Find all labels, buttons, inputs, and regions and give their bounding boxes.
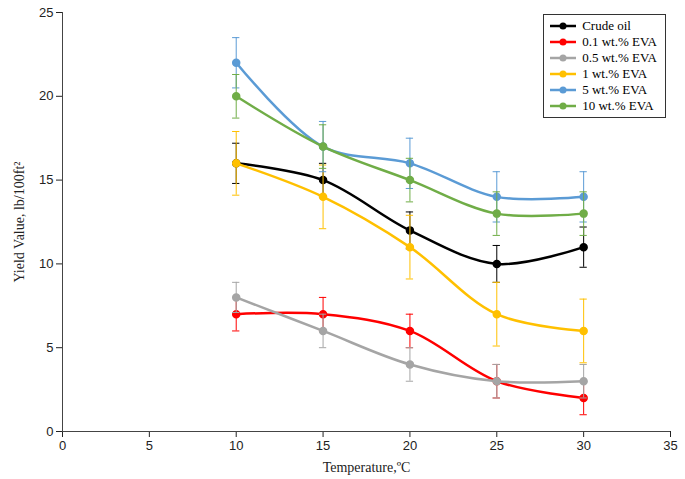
- svg-text:20: 20: [403, 438, 417, 453]
- html-text:5 wt.% EVA: 5 wt.% EVA: [582, 82, 648, 97]
- svg-text:10: 10: [39, 256, 53, 271]
- svg-text:15: 15: [39, 172, 53, 187]
- svg-text:25: 25: [39, 5, 53, 20]
- svg-text:10: 10: [229, 438, 243, 453]
- svg-text:30: 30: [576, 438, 590, 453]
- html-text:0.5 wt.% EVA: 0.5 wt.% EVA: [582, 50, 657, 65]
- html-text:Crude oil: Crude oil: [582, 18, 631, 33]
- svg-text:15: 15: [316, 438, 330, 453]
- html-text:0.1 wt.% EVA: 0.1 wt.% EVA: [582, 34, 657, 49]
- html-text:1 wt.% EVA: 1 wt.% EVA: [582, 66, 648, 81]
- svg-text:Temperature,ºC: Temperature,ºC: [323, 460, 411, 475]
- svg-text:0: 0: [46, 424, 53, 439]
- svg-text:5: 5: [146, 438, 153, 453]
- svg-text:20: 20: [39, 88, 53, 103]
- html-text:10 wt.% EVA: 10 wt.% EVA: [582, 98, 654, 113]
- svg-text:Yield Value, lb/100ft²: Yield Value, lb/100ft²: [12, 162, 27, 283]
- svg-text:0: 0: [59, 438, 66, 453]
- svg-text:5: 5: [46, 340, 53, 355]
- svg-text:25: 25: [490, 438, 504, 453]
- svg-text:35: 35: [663, 438, 677, 453]
